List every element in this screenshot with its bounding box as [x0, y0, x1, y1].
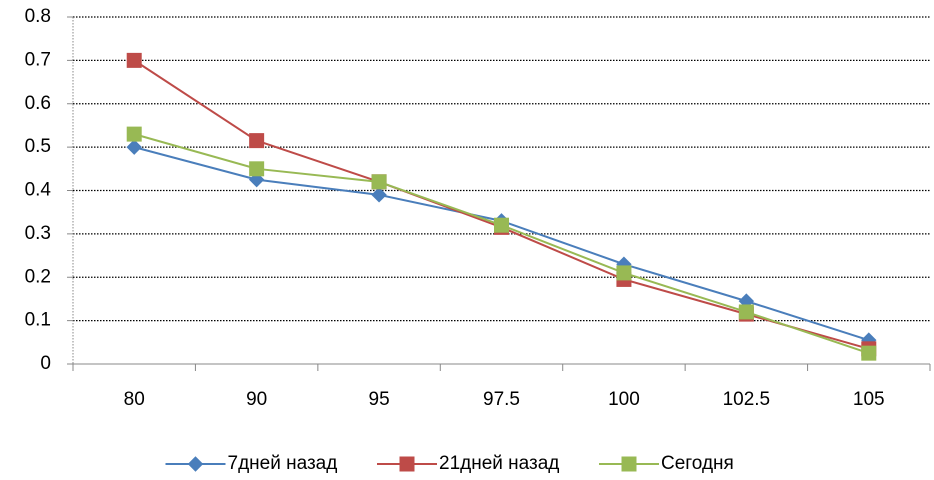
legend-marker [187, 456, 204, 472]
legend-label: 21дней назад [439, 453, 559, 474]
data-point [494, 217, 509, 233]
x-tick-label: 105 [853, 389, 885, 410]
x-tick-label: 102.5 [723, 389, 771, 410]
y-tick-label: 0.7 [25, 49, 51, 70]
data-point [371, 187, 387, 203]
y-tick-label: 0 [40, 353, 51, 374]
data-point [861, 345, 877, 361]
x-tick-label: 90 [246, 389, 267, 410]
y-tick-label: 0.1 [25, 310, 51, 331]
x-tick-label: 80 [124, 389, 145, 410]
data-point [126, 52, 142, 68]
data-point [616, 265, 632, 281]
legend-label: Сегодня [661, 453, 734, 474]
x-tick-label: 97.5 [483, 389, 520, 410]
data-point [248, 171, 265, 188]
y-tick-label: 0.2 [25, 266, 51, 287]
series-line [133, 146, 870, 342]
legend-label: 7дней назад [228, 453, 338, 474]
legend-marker [399, 456, 415, 472]
data-point [126, 126, 142, 142]
x-tick-label: 100 [608, 389, 640, 410]
data-point [249, 161, 265, 177]
x-tick-label: 95 [369, 389, 390, 410]
legend-marker [621, 456, 637, 472]
data-point [738, 304, 754, 320]
y-tick-label: 0.5 [25, 136, 51, 157]
y-tick-label: 0.6 [25, 93, 51, 114]
y-tick-label: 0.8 [25, 6, 51, 27]
y-tick-label: 0.3 [25, 223, 51, 244]
data-point [371, 174, 387, 190]
y-tick-label: 0.4 [25, 180, 52, 201]
data-point [126, 139, 142, 155]
data-point [249, 133, 265, 149]
